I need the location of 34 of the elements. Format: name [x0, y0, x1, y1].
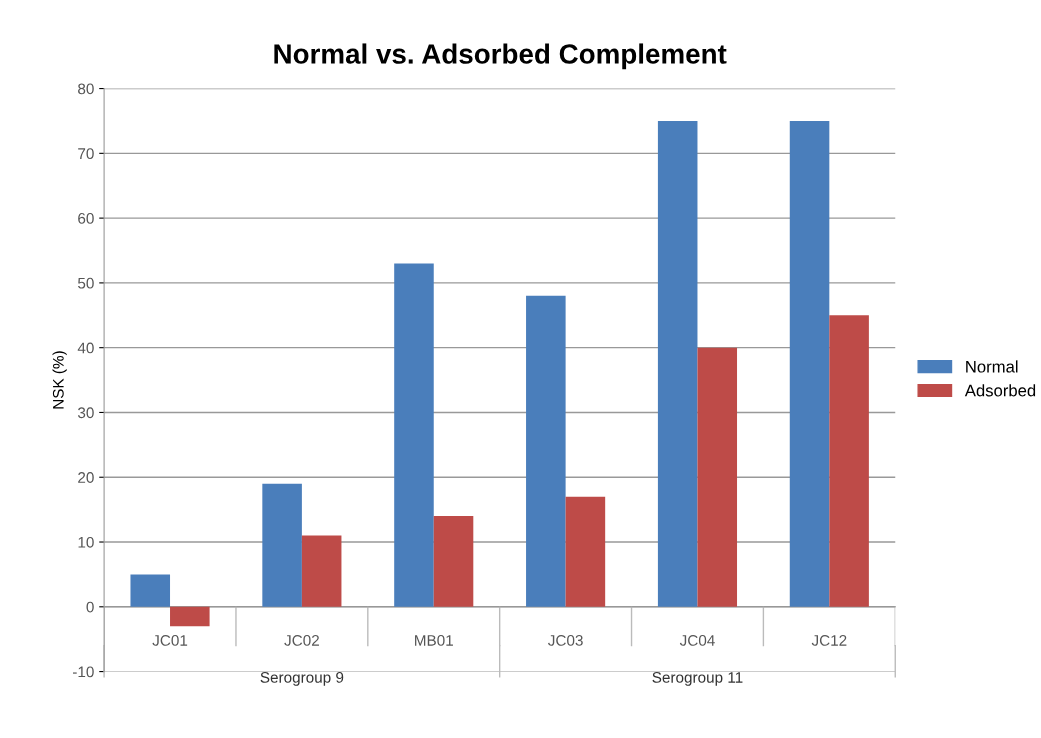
bar — [394, 263, 434, 607]
bar — [301, 535, 342, 607]
y-axis-title: NSK (%) — [52, 351, 67, 409]
legend-label: Adsorbed — [964, 384, 1036, 397]
x-tick-label: JC01 — [152, 634, 188, 646]
bar — [262, 483, 302, 607]
x-tick-label: JC12 — [811, 634, 847, 646]
legend-label: Normal — [966, 360, 1018, 373]
bar — [433, 516, 474, 607]
y-tick-label: 80 — [78, 83, 94, 95]
bar — [789, 120, 830, 607]
y-tick-label: 70 — [78, 148, 94, 160]
x-tick-label: JC04 — [679, 634, 715, 646]
bar — [657, 120, 698, 607]
y-tick-label: 60 — [78, 212, 94, 224]
bar — [526, 295, 566, 607]
y-tick-label: 10 — [78, 536, 94, 548]
x-tick-label: MB01 — [415, 634, 453, 646]
chart-title: Normal vs. Adsorbed Complement — [274, 43, 727, 70]
bar — [697, 347, 738, 607]
x-tick-label: JC02 — [284, 634, 319, 646]
text: Serogroup 9 — [260, 671, 344, 686]
y-tick-label: -10 — [72, 666, 94, 678]
bar — [170, 606, 210, 627]
bar — [565, 496, 606, 607]
y-tick-label: 40 — [77, 342, 94, 354]
y-tick-label: 0 — [86, 601, 94, 613]
y-tick-label: 20 — [78, 472, 94, 483]
bar — [829, 315, 869, 607]
y-tick-label: 50 — [78, 277, 94, 289]
x-tick-label: JC03 — [548, 634, 583, 646]
y-tick-label: 30 — [77, 407, 94, 419]
bar — [130, 574, 171, 607]
text: Serogroup 11 — [652, 671, 743, 686]
